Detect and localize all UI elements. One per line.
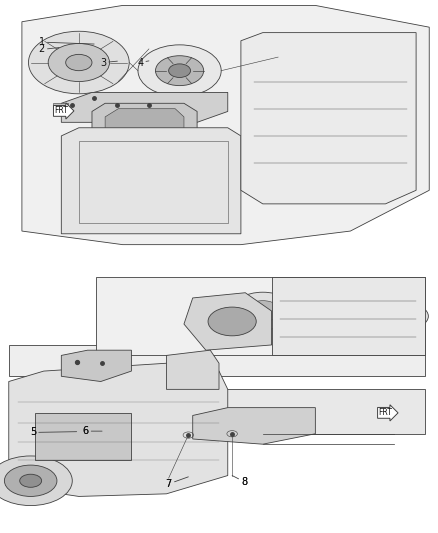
Circle shape	[302, 52, 320, 62]
Bar	[53, 103, 68, 109]
Bar	[35, 413, 131, 460]
Circle shape	[369, 50, 385, 59]
Text: 4: 4	[137, 58, 149, 68]
Polygon shape	[241, 33, 416, 204]
Circle shape	[48, 44, 110, 82]
Circle shape	[169, 64, 191, 77]
Circle shape	[0, 456, 72, 506]
Polygon shape	[61, 128, 241, 234]
Circle shape	[231, 292, 294, 330]
Text: 3: 3	[100, 58, 117, 68]
Circle shape	[301, 308, 329, 325]
Circle shape	[66, 54, 92, 71]
Circle shape	[361, 45, 392, 64]
Text: 8: 8	[241, 477, 247, 487]
Circle shape	[4, 465, 57, 496]
Circle shape	[337, 287, 390, 319]
Polygon shape	[61, 92, 228, 122]
Polygon shape	[184, 293, 272, 350]
Polygon shape	[22, 5, 429, 245]
Circle shape	[293, 46, 328, 68]
Circle shape	[20, 474, 42, 487]
Text: 6: 6	[82, 426, 102, 436]
Circle shape	[155, 56, 204, 86]
Circle shape	[138, 45, 221, 96]
Circle shape	[290, 301, 341, 332]
Text: 5: 5	[30, 427, 36, 438]
Circle shape	[349, 295, 378, 312]
Text: 1: 1	[39, 37, 94, 47]
Text: FRT: FRT	[378, 408, 392, 417]
Circle shape	[386, 304, 428, 329]
Polygon shape	[193, 408, 315, 444]
Text: FRT: FRT	[54, 107, 68, 116]
Text: 7: 7	[166, 477, 188, 489]
Circle shape	[28, 31, 129, 94]
Polygon shape	[166, 350, 219, 389]
Polygon shape	[9, 364, 228, 496]
Circle shape	[208, 307, 256, 336]
Polygon shape	[105, 109, 184, 133]
Polygon shape	[61, 350, 131, 382]
Circle shape	[278, 37, 344, 77]
Polygon shape	[9, 345, 425, 376]
Polygon shape	[92, 103, 197, 141]
Text: 2: 2	[39, 44, 59, 54]
Polygon shape	[96, 277, 425, 356]
Text: 5: 5	[30, 427, 77, 438]
Polygon shape	[44, 389, 425, 434]
Text: 7: 7	[166, 479, 172, 489]
Text: 6: 6	[82, 426, 88, 436]
Circle shape	[348, 37, 405, 72]
Text: 8: 8	[232, 475, 247, 487]
Circle shape	[396, 309, 419, 323]
Circle shape	[245, 301, 280, 321]
Polygon shape	[272, 277, 425, 356]
